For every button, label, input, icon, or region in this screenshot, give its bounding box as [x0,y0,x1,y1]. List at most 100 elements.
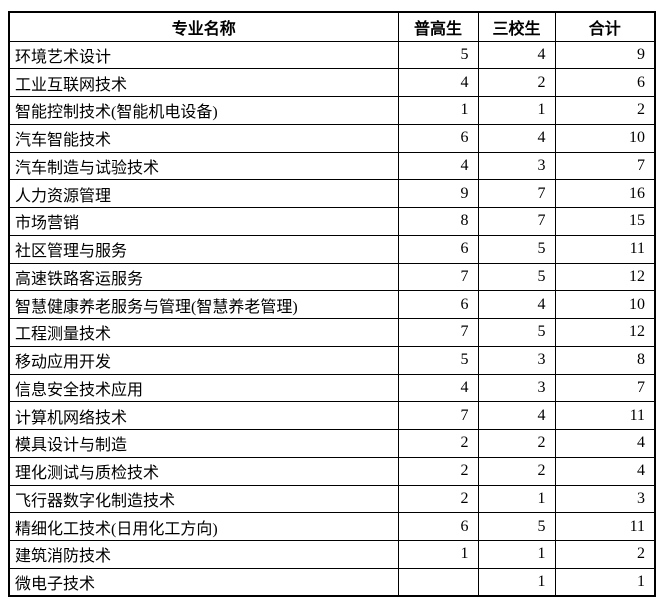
major-name-cell: 工业互联网技术 [8,68,399,97]
vocational-students-cell: 2 [477,456,556,486]
major-name-cell: 模具设计与制造 [8,429,399,458]
column-header-total: 合计 [554,11,656,42]
regular-students-cell: 9 [397,179,479,208]
total-cell: 4 [554,456,656,486]
vocational-students-cell: 4 [477,123,556,153]
total-cell: 12 [554,318,656,347]
vocational-students-cell: 2 [477,68,556,97]
total-cell: 9 [554,40,656,70]
table-row: 市场营销 8 7 15 [8,207,656,236]
regular-students-cell: 6 [397,123,479,153]
vocational-students-cell: 1 [477,540,556,569]
major-name-cell: 精细化工技术(日用化工方向) [8,512,399,541]
vocational-students-cell: 1 [477,484,556,514]
vocational-students-cell: 7 [477,207,556,236]
vocational-students-cell: 5 [477,234,556,264]
regular-students-cell: 7 [397,262,479,292]
majors-enrollment-table: 专业名称 普高生 三校生 合计 环境艺术设计 5 4 9 工业互联网技术 4 2 6 智能控制技… [8,11,656,597]
regular-students-cell: 1 [397,540,479,569]
total-cell: 11 [554,401,656,430]
total-cell: 10 [554,290,656,319]
major-name-cell: 微电子技术 [8,567,399,597]
regular-students-cell: 4 [397,68,479,97]
table-row: 人力资源管理 9 7 16 [8,179,656,208]
table-row: 工程测量技术 7 5 12 [8,318,656,347]
regular-students-cell: 6 [397,234,479,264]
total-cell: 8 [554,345,656,375]
major-name-cell: 工程测量技术 [8,318,399,347]
vocational-students-cell: 1 [477,96,556,125]
regular-students-cell: 5 [397,345,479,375]
regular-students-cell: 8 [397,207,479,236]
table-row: 汽车智能技术 6 4 10 [8,123,656,153]
major-name-cell: 智能控制技术(智能机电设备) [8,96,399,125]
vocational-students-cell: 7 [477,179,556,208]
total-cell: 1 [554,567,656,597]
table-row: 计算机网络技术 7 4 11 [8,401,656,430]
vocational-students-cell: 3 [477,151,556,181]
major-name-cell: 人力资源管理 [8,179,399,208]
major-name-cell: 移动应用开发 [8,345,399,375]
regular-students-cell: 7 [397,318,479,347]
table-row: 移动应用开发 5 3 8 [8,345,656,375]
major-name-cell: 建筑消防技术 [8,540,399,569]
total-cell: 2 [554,96,656,125]
table-row: 社区管理与服务 6 5 11 [8,234,656,264]
total-cell: 11 [554,234,656,264]
table-row: 建筑消防技术 1 1 2 [8,540,656,569]
total-cell: 11 [554,512,656,541]
vocational-students-cell: 1 [477,567,556,597]
major-name-cell: 市场营销 [8,207,399,236]
table-row: 汽车制造与试验技术 4 3 7 [8,151,656,181]
table-header: 专业名称 普高生 三校生 合计 [8,11,656,42]
total-cell: 4 [554,429,656,458]
column-header-regular-students: 普高生 [397,11,479,42]
table-row: 智能控制技术(智能机电设备) 1 1 2 [8,96,656,125]
vocational-students-cell: 3 [477,345,556,375]
total-cell: 7 [554,151,656,181]
table-row: 工业互联网技术 4 2 6 [8,68,656,97]
major-name-cell: 智慧健康养老服务与管理(智慧养老管理) [8,290,399,319]
major-name-cell: 理化测试与质检技术 [8,456,399,486]
table-row: 环境艺术设计 5 4 9 [8,40,656,70]
column-header-major-name: 专业名称 [8,11,399,42]
total-cell: 10 [554,123,656,153]
total-cell: 7 [554,373,656,403]
table-row: 飞行器数字化制造技术 2 1 3 [8,484,656,514]
vocational-students-cell: 3 [477,373,556,403]
major-name-cell: 高速铁路客运服务 [8,262,399,292]
table-row: 精细化工技术(日用化工方向) 6 5 11 [8,512,656,541]
table-row: 微电子技术 1 1 [8,567,656,597]
regular-students-cell: 1 [397,96,479,125]
total-cell: 15 [554,207,656,236]
major-name-cell: 信息安全技术应用 [8,373,399,403]
table-row: 智慧健康养老服务与管理(智慧养老管理) 6 4 10 [8,290,656,319]
column-header-vocational-students: 三校生 [477,11,556,42]
major-name-cell: 社区管理与服务 [8,234,399,264]
majors-table-container: 专业名称 普高生 三校生 合计 环境艺术设计 5 4 9 工业互联网技术 4 2 6 智能控制技… [8,11,656,597]
total-cell: 3 [554,484,656,514]
regular-students-cell: 6 [397,512,479,541]
regular-students-cell: 6 [397,290,479,319]
regular-students-cell: 4 [397,373,479,403]
regular-students-cell: 4 [397,151,479,181]
table-body: 环境艺术设计 5 4 9 工业互联网技术 4 2 6 智能控制技术(智能机电设备) 1 1 2 汽车智能… [8,40,656,597]
major-name-cell: 飞行器数字化制造技术 [8,484,399,514]
table-row: 高速铁路客运服务 7 5 12 [8,262,656,292]
vocational-students-cell: 4 [477,40,556,70]
regular-students-cell: 2 [397,456,479,486]
major-name-cell: 环境艺术设计 [8,40,399,70]
vocational-students-cell: 5 [477,512,556,541]
header-row: 专业名称 普高生 三校生 合计 [8,11,656,42]
vocational-students-cell: 5 [477,318,556,347]
major-name-cell: 计算机网络技术 [8,401,399,430]
regular-students-cell: 2 [397,429,479,458]
vocational-students-cell: 5 [477,262,556,292]
table-row: 理化测试与质检技术 2 2 4 [8,456,656,486]
total-cell: 16 [554,179,656,208]
regular-students-cell: 2 [397,484,479,514]
table-row: 模具设计与制造 2 2 4 [8,429,656,458]
total-cell: 2 [554,540,656,569]
vocational-students-cell: 4 [477,290,556,319]
regular-students-cell: 7 [397,401,479,430]
